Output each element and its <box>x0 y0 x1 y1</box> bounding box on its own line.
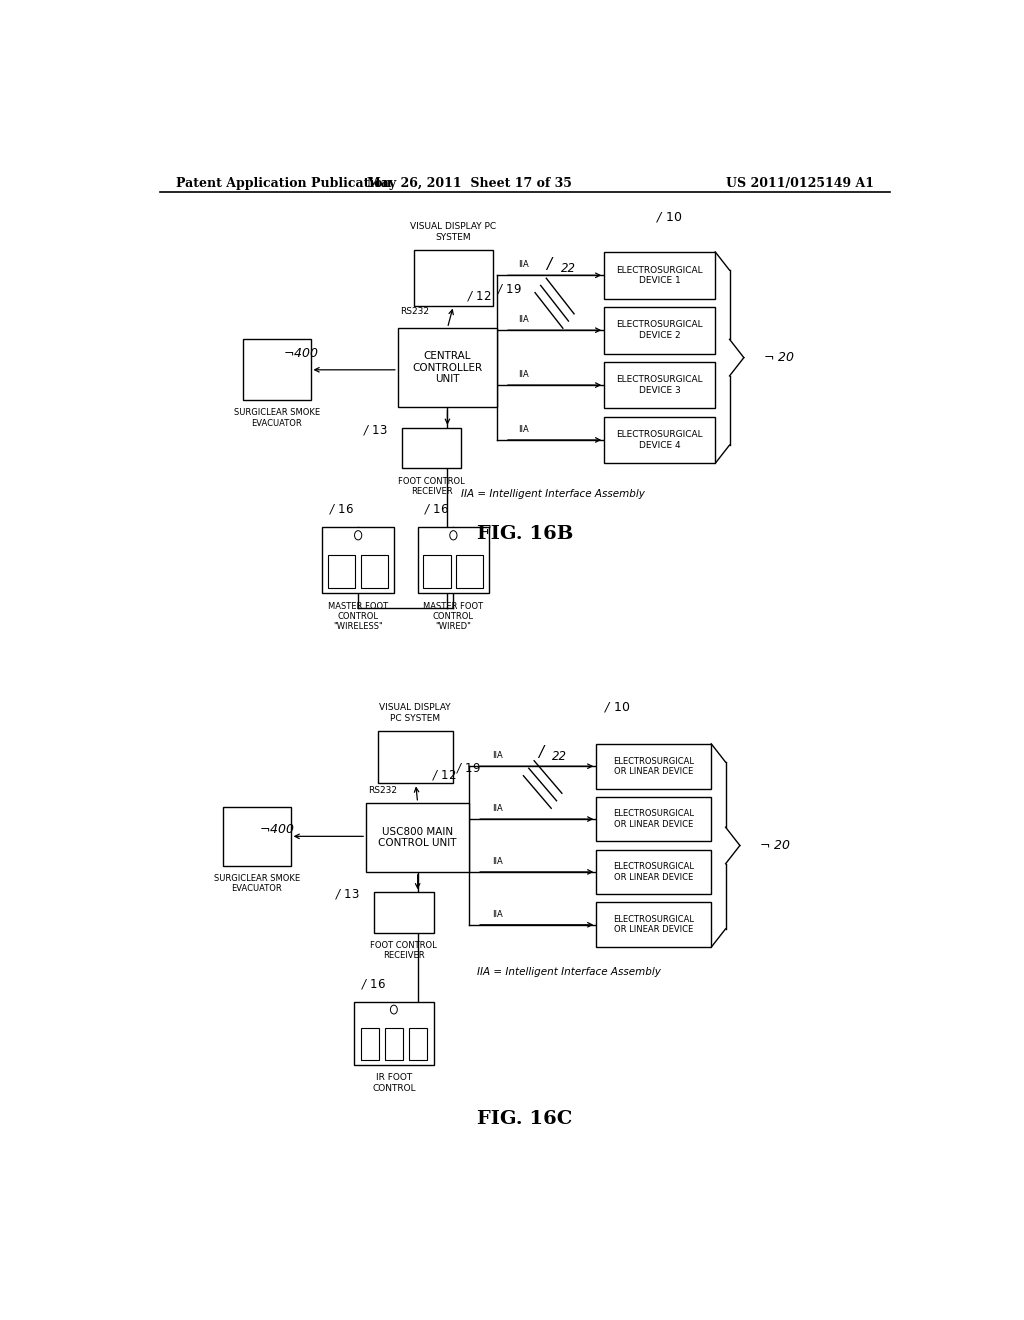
Text: SURGICLEAR SMOKE
EVACUATOR: SURGICLEAR SMOKE EVACUATOR <box>233 408 319 428</box>
Text: SURGICLEAR SMOKE
EVACUATOR: SURGICLEAR SMOKE EVACUATOR <box>214 874 300 894</box>
Text: VISUAL DISPLAY
PC SYSTEM: VISUAL DISPLAY PC SYSTEM <box>380 704 452 722</box>
FancyBboxPatch shape <box>378 731 454 784</box>
Text: /$\ 19$: /$\ 19$ <box>456 760 480 775</box>
Text: Patent Application Publication: Patent Application Publication <box>176 177 391 190</box>
Text: RS232: RS232 <box>369 785 397 795</box>
FancyBboxPatch shape <box>323 528 394 594</box>
Text: IIA: IIA <box>518 315 529 325</box>
FancyBboxPatch shape <box>423 556 451 589</box>
Text: /$\ 16$: /$\ 16$ <box>424 502 449 516</box>
Text: ELECTROSURGICAL
OR LINEAR DEVICE: ELECTROSURGICAL OR LINEAR DEVICE <box>613 756 694 776</box>
Text: IIA = Intelligent Interface Assembly: IIA = Intelligent Interface Assembly <box>461 488 645 499</box>
Text: IIA: IIA <box>518 260 529 269</box>
Text: /$\ 12$: /$\ 12$ <box>467 289 492 302</box>
Text: /: / <box>546 256 551 272</box>
FancyBboxPatch shape <box>328 556 355 589</box>
FancyBboxPatch shape <box>457 556 483 589</box>
Text: $\neg$ 20: $\neg$ 20 <box>763 351 795 364</box>
Text: /$\ 19$: /$\ 19$ <box>497 282 522 296</box>
Text: /$\ 16$: /$\ 16$ <box>329 502 353 516</box>
Text: ELECTROSURGICAL
OR LINEAR DEVICE: ELECTROSURGICAL OR LINEAR DEVICE <box>613 809 694 829</box>
FancyBboxPatch shape <box>414 249 494 306</box>
FancyBboxPatch shape <box>367 803 469 873</box>
FancyBboxPatch shape <box>604 362 715 408</box>
FancyBboxPatch shape <box>604 417 715 463</box>
Text: May 26, 2011  Sheet 17 of 35: May 26, 2011 Sheet 17 of 35 <box>367 177 571 190</box>
Text: MASTER FOOT
CONTROL
"WIRELESS": MASTER FOOT CONTROL "WIRELESS" <box>328 602 388 631</box>
FancyBboxPatch shape <box>360 1028 379 1060</box>
Text: IIA: IIA <box>492 751 503 760</box>
FancyBboxPatch shape <box>596 797 712 841</box>
FancyBboxPatch shape <box>410 1028 427 1060</box>
Text: IIA: IIA <box>518 425 529 434</box>
Text: RS232: RS232 <box>400 308 429 315</box>
Text: IR FOOT
CONTROL: IR FOOT CONTROL <box>372 1073 416 1093</box>
Text: /$\ 10$: /$\ 10$ <box>655 210 682 224</box>
FancyBboxPatch shape <box>397 329 497 408</box>
Text: FOOT CONTROL
RECEIVER: FOOT CONTROL RECEIVER <box>398 477 465 496</box>
FancyBboxPatch shape <box>243 339 310 400</box>
FancyBboxPatch shape <box>401 428 461 469</box>
Text: 22: 22 <box>560 261 575 275</box>
Text: CENTRAL
CONTROLLER
UNIT: CENTRAL CONTROLLER UNIT <box>413 351 482 384</box>
Text: /$\ 16$: /$\ 16$ <box>360 977 385 991</box>
FancyBboxPatch shape <box>361 556 388 589</box>
FancyBboxPatch shape <box>596 850 712 894</box>
Text: IIA: IIA <box>492 909 503 919</box>
FancyBboxPatch shape <box>374 892 433 933</box>
Text: ELECTROSURGICAL
DEVICE 1: ELECTROSURGICAL DEVICE 1 <box>616 265 703 285</box>
Text: ELECTROSURGICAL
DEVICE 2: ELECTROSURGICAL DEVICE 2 <box>616 321 703 339</box>
Text: US 2011/0125149 A1: US 2011/0125149 A1 <box>726 177 873 190</box>
FancyBboxPatch shape <box>596 903 712 948</box>
Text: ELECTROSURGICAL
OR LINEAR DEVICE: ELECTROSURGICAL OR LINEAR DEVICE <box>613 915 694 935</box>
Text: /$\ 12$: /$\ 12$ <box>432 768 457 783</box>
Text: /$\ 13$: /$\ 13$ <box>335 887 359 902</box>
FancyBboxPatch shape <box>418 528 489 594</box>
Text: FIG. 16B: FIG. 16B <box>476 525 573 544</box>
Text: ELECTROSURGICAL
OR LINEAR DEVICE: ELECTROSURGICAL OR LINEAR DEVICE <box>613 862 694 882</box>
Text: IIA: IIA <box>492 804 503 813</box>
Text: MASTER FOOT
CONTROL
"WIRED": MASTER FOOT CONTROL "WIRED" <box>423 602 483 631</box>
Text: IIA: IIA <box>492 857 503 866</box>
Text: USC800 MAIN
CONTROL UNIT: USC800 MAIN CONTROL UNIT <box>379 826 457 849</box>
FancyBboxPatch shape <box>223 807 291 866</box>
FancyBboxPatch shape <box>604 252 715 298</box>
Text: /$\ 10$: /$\ 10$ <box>604 700 631 714</box>
Text: /: / <box>538 746 544 760</box>
FancyBboxPatch shape <box>385 1028 402 1060</box>
Text: IIA = Intelligent Interface Assembly: IIA = Intelligent Interface Assembly <box>477 966 662 977</box>
Text: /$\ 13$: /$\ 13$ <box>362 422 387 437</box>
Text: IIA: IIA <box>518 370 529 379</box>
FancyBboxPatch shape <box>604 306 715 354</box>
Text: $\neg$ 20: $\neg$ 20 <box>759 840 791 851</box>
FancyBboxPatch shape <box>596 744 712 788</box>
FancyBboxPatch shape <box>354 1002 433 1065</box>
Text: 22: 22 <box>552 750 566 763</box>
Text: ELECTROSURGICAL
DEVICE 3: ELECTROSURGICAL DEVICE 3 <box>616 375 703 395</box>
Text: FIG. 16C: FIG. 16C <box>477 1110 572 1127</box>
Text: VISUAL DISPLAY PC
SYSTEM: VISUAL DISPLAY PC SYSTEM <box>411 222 497 242</box>
Text: FOOT CONTROL
RECEIVER: FOOT CONTROL RECEIVER <box>371 941 437 961</box>
Text: ELECTROSURGICAL
DEVICE 4: ELECTROSURGICAL DEVICE 4 <box>616 430 703 450</box>
Text: $\neg$400: $\neg$400 <box>283 347 318 360</box>
Text: $\neg$400: $\neg$400 <box>259 822 295 836</box>
